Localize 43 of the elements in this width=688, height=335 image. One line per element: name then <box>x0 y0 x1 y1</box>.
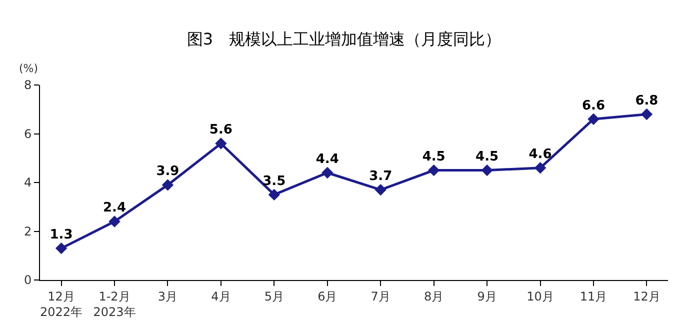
point <box>215 138 227 150</box>
y-tick-label: 0 <box>24 273 32 288</box>
y-tick-label: 2 <box>24 224 32 238</box>
data-label: 3.9 <box>156 164 180 180</box>
point <box>162 179 174 191</box>
data-label: 4.4 <box>316 152 339 167</box>
data-label: 6.8 <box>635 93 658 108</box>
data-label: 5.6 <box>209 122 232 138</box>
x-tick-label: 4月 <box>211 289 231 304</box>
y-axis-title: (%) <box>19 62 38 75</box>
data-label: 3.7 <box>369 168 392 184</box>
x-tick-label: 5月 <box>264 289 284 304</box>
point <box>640 108 653 120</box>
point <box>481 164 493 176</box>
point <box>55 242 68 254</box>
y-tick-label: 8 <box>24 78 32 92</box>
data-label: 4.5 <box>476 149 499 164</box>
data-label: 1.3 <box>50 227 73 242</box>
x-tick-label: 12月 2022年 <box>40 289 83 319</box>
chart-title: 图3 规模以上工业增加值增速（月度同比） <box>186 30 502 49</box>
data-label: 4.5 <box>422 149 446 164</box>
point <box>268 188 280 201</box>
x-tick-label: 10月 <box>526 289 554 304</box>
point <box>588 113 600 125</box>
data-label: 2.4 <box>102 200 126 216</box>
x-tick-label: 11月 <box>580 289 608 304</box>
x-tick-label: 3月 <box>158 289 178 304</box>
x-tick-label: 7月 <box>370 289 390 304</box>
point <box>108 216 120 228</box>
point <box>322 166 334 179</box>
x-tick-label: 12月 <box>633 289 660 304</box>
data-label: 4.6 <box>528 147 552 162</box>
x-tick-label: 1-2月 2023年 <box>93 289 136 319</box>
point <box>428 164 440 176</box>
x-tick-label: 9月 <box>477 289 497 304</box>
data-label: 6.6 <box>582 98 606 114</box>
x-tick-label: 8月 <box>424 289 444 304</box>
point <box>534 162 546 174</box>
x-tick-label: 6月 <box>318 289 338 304</box>
point <box>374 184 386 196</box>
y-tick-label: 6 <box>24 126 32 141</box>
data-label: 3.5 <box>262 174 286 189</box>
y-tick-label: 4 <box>24 176 32 190</box>
